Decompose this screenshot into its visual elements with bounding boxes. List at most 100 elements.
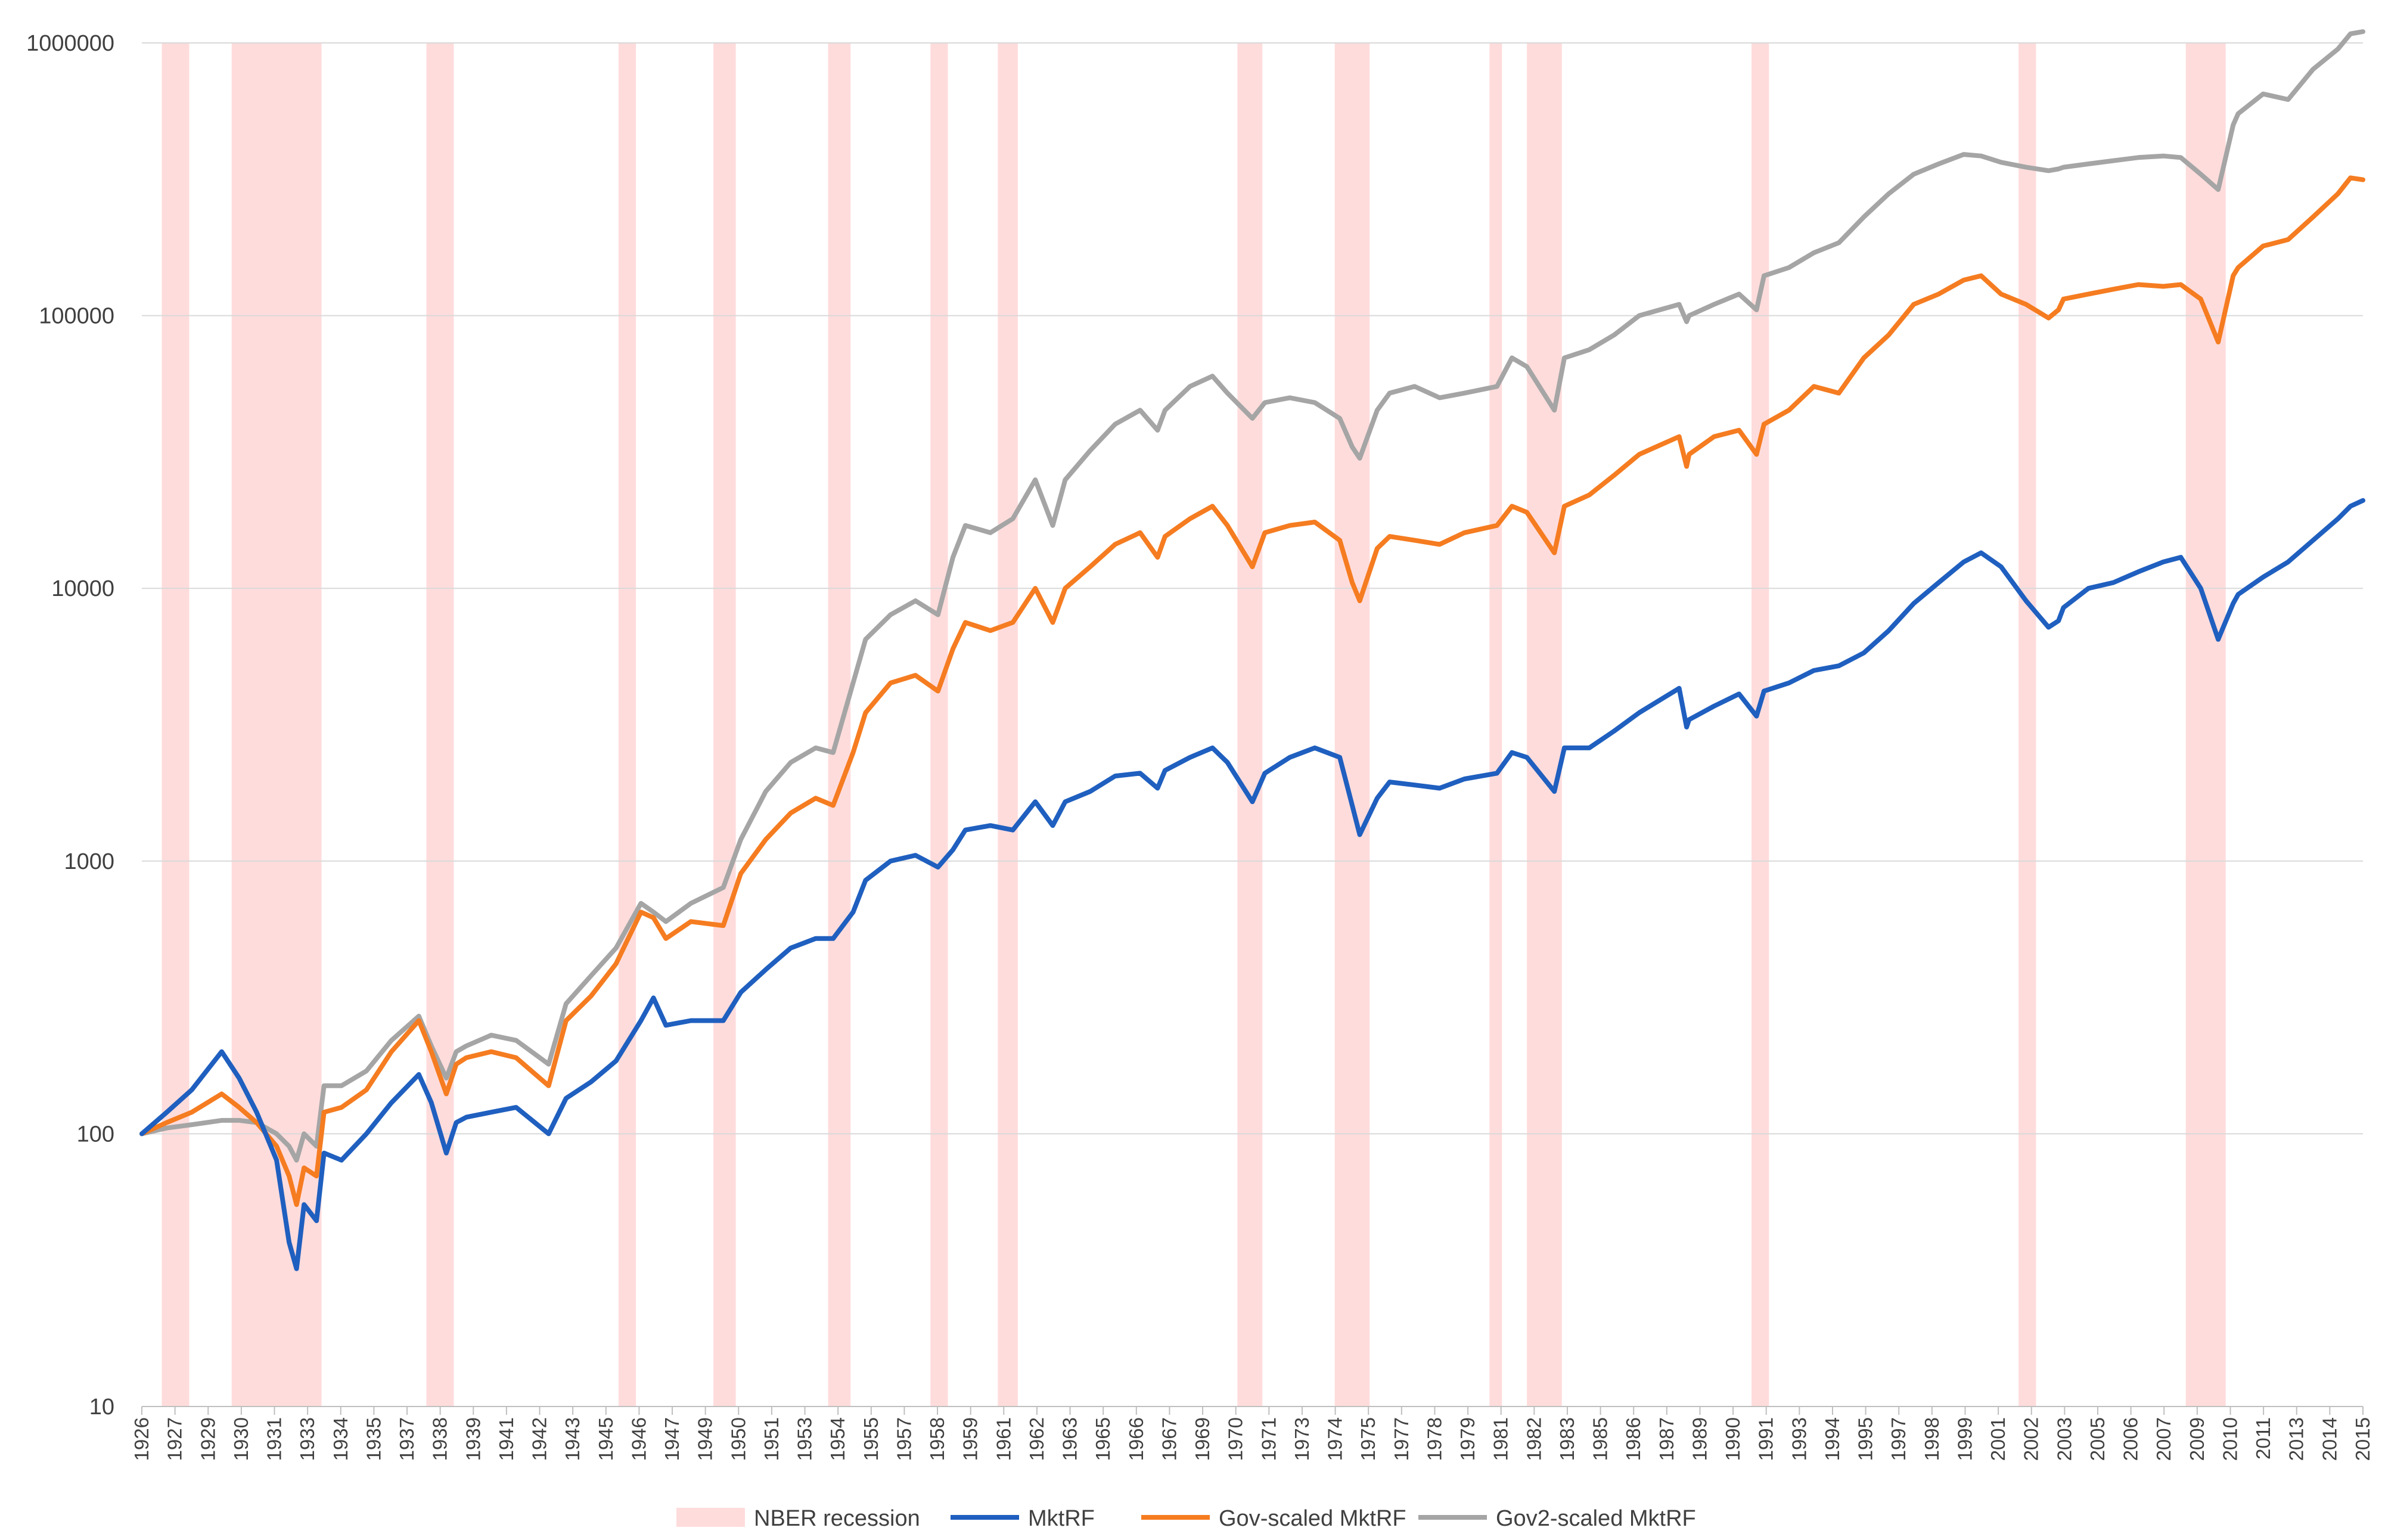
- x-tick-label: 1935: [362, 1417, 384, 1461]
- y-tick-label: 10000: [51, 576, 114, 601]
- x-tick-label: 2003: [2053, 1417, 2075, 1461]
- recession-band-0: [162, 43, 190, 1407]
- recession-band-2: [426, 43, 454, 1407]
- recession-band-12: [1752, 43, 1769, 1407]
- x-tick-label: 1973: [1291, 1417, 1313, 1461]
- x-tick-label: 1943: [561, 1417, 583, 1461]
- y-tick-label: 100000: [39, 304, 114, 329]
- recession-band-11: [1527, 43, 1562, 1407]
- x-tick-label: 1937: [396, 1417, 418, 1461]
- x-tick-label: 1994: [1821, 1417, 1843, 1461]
- x-tick-label: 1967: [1158, 1417, 1180, 1461]
- x-tick-label: 2009: [2186, 1417, 2208, 1461]
- x-tick-label: 1934: [330, 1417, 352, 1461]
- x-tick-label: 2014: [2318, 1417, 2340, 1461]
- recession-bands: [162, 43, 2226, 1407]
- x-tick-label: 1970: [1225, 1417, 1247, 1461]
- recession-band-1: [231, 43, 322, 1407]
- recession-band-13: [2018, 43, 2036, 1407]
- x-tick-label: 1983: [1556, 1417, 1578, 1461]
- x-tick-label: 1957: [893, 1417, 915, 1461]
- x-tick-label: 1989: [1688, 1417, 1710, 1461]
- legend-swatch-nber-recession: [676, 1508, 745, 1527]
- x-tick-label: 1929: [197, 1417, 219, 1461]
- recession-band-9: [1334, 43, 1370, 1407]
- x-tick-label: 1950: [727, 1417, 749, 1461]
- series-line-gov2-scaled-mktrf: [139, 29, 2365, 1163]
- y-tick-label: 10: [89, 1395, 114, 1420]
- x-tick-label: 1941: [495, 1417, 517, 1461]
- x-tick-label: 1990: [1722, 1417, 1744, 1461]
- x-tick-label: 1954: [827, 1417, 849, 1461]
- x-tick-label: 1997: [1887, 1417, 1909, 1461]
- recession-band-7: [998, 43, 1018, 1407]
- x-tick-label: 2005: [2086, 1417, 2108, 1461]
- x-tick-label: 2006: [2120, 1417, 2142, 1461]
- x-tick-label: 2011: [2252, 1417, 2274, 1460]
- legend-label-nber-recession: NBER recession: [754, 1506, 920, 1531]
- x-tick-label: 1987: [1656, 1417, 1678, 1461]
- x-tick-label: 1961: [992, 1417, 1014, 1461]
- x-tick-label: 1965: [1092, 1417, 1114, 1461]
- series-line-mktrf: [139, 498, 2365, 1271]
- recession-band-10: [1489, 43, 1502, 1407]
- x-tick-label: 1959: [959, 1417, 982, 1461]
- x-tick-label: 1975: [1357, 1417, 1379, 1461]
- x-tick-label: 2015: [2352, 1417, 2374, 1461]
- x-tick-label: 1945: [595, 1417, 617, 1461]
- x-tick-label: 1942: [529, 1417, 551, 1461]
- x-tick-label: 1951: [760, 1417, 782, 1461]
- x-tick-label: 1993: [1788, 1417, 1810, 1461]
- x-tick-label: 1982: [1523, 1417, 1545, 1461]
- x-tick-label: 1938: [429, 1417, 451, 1461]
- x-tick-label: 2002: [2020, 1417, 2042, 1461]
- y-tick-label: 1000: [64, 849, 114, 874]
- x-tick-label: 1985: [1589, 1417, 1611, 1461]
- x-tick-label: 2013: [2285, 1417, 2308, 1461]
- x-tick-label: 2001: [1987, 1417, 2009, 1461]
- x-tick-label: 1979: [1457, 1417, 1479, 1461]
- x-tick-label: 1926: [131, 1417, 153, 1461]
- recession-band-4: [713, 43, 736, 1407]
- x-tick-label: 1998: [1921, 1417, 1943, 1461]
- x-tick-label: 1931: [263, 1417, 285, 1461]
- x-tick-label: 1949: [694, 1417, 716, 1461]
- x-tick-label: 1991: [1755, 1417, 1777, 1461]
- x-tick-label: 1946: [628, 1417, 650, 1461]
- x-tick-label: 1977: [1390, 1417, 1412, 1461]
- x-tick-label: 1969: [1191, 1417, 1213, 1461]
- recession-band-14: [2185, 43, 2226, 1407]
- x-tick-label: 1955: [860, 1417, 882, 1461]
- x-tick-label: 1953: [794, 1417, 816, 1461]
- legend: NBER recession MktRF Gov-scaled MktRF Go…: [676, 1506, 1696, 1531]
- x-tick-label: 1974: [1324, 1417, 1346, 1461]
- recession-band-3: [618, 43, 636, 1407]
- gridlines: [142, 42, 2363, 1135]
- x-tick-label: 1933: [296, 1417, 318, 1461]
- legend-label-mktrf: MktRF: [1028, 1506, 1095, 1531]
- x-tick-label: 1966: [1125, 1417, 1147, 1461]
- x-tick-label: 1927: [164, 1417, 186, 1461]
- x-tick-label: 1981: [1490, 1417, 1512, 1461]
- recession-band-8: [1237, 43, 1263, 1407]
- x-tick-label: 1999: [1954, 1417, 1976, 1461]
- x-tick-label: 1962: [1026, 1417, 1048, 1461]
- x-tick-label: 2007: [2153, 1417, 2175, 1461]
- legend-label-gov2-scaled: Gov2-scaled MktRF: [1496, 1506, 1696, 1531]
- x-tick-label: 1930: [230, 1417, 252, 1461]
- x-tick-label: 1986: [1622, 1417, 1644, 1461]
- x-tick-label: 1947: [661, 1417, 683, 1461]
- x-tick-label: 1978: [1423, 1417, 1445, 1461]
- y-tick-label: 1000000: [26, 31, 114, 56]
- recession-band-6: [930, 43, 948, 1407]
- x-tick-label: 1995: [1855, 1417, 1877, 1461]
- y-tick-label: 100: [77, 1122, 114, 1147]
- x-tick-label: 2010: [2219, 1417, 2241, 1461]
- series-line-gov-scaled-mktrf: [139, 175, 2365, 1207]
- x-tick-label: 1971: [1257, 1417, 1280, 1461]
- x-tick-label: 1963: [1059, 1417, 1081, 1461]
- axes: 10 100 1000 10000 100000 1000000 1926 1927 1929 1…: [26, 31, 2374, 1461]
- x-tick-label: 1958: [926, 1417, 948, 1461]
- x-tick-label: 1939: [462, 1417, 484, 1461]
